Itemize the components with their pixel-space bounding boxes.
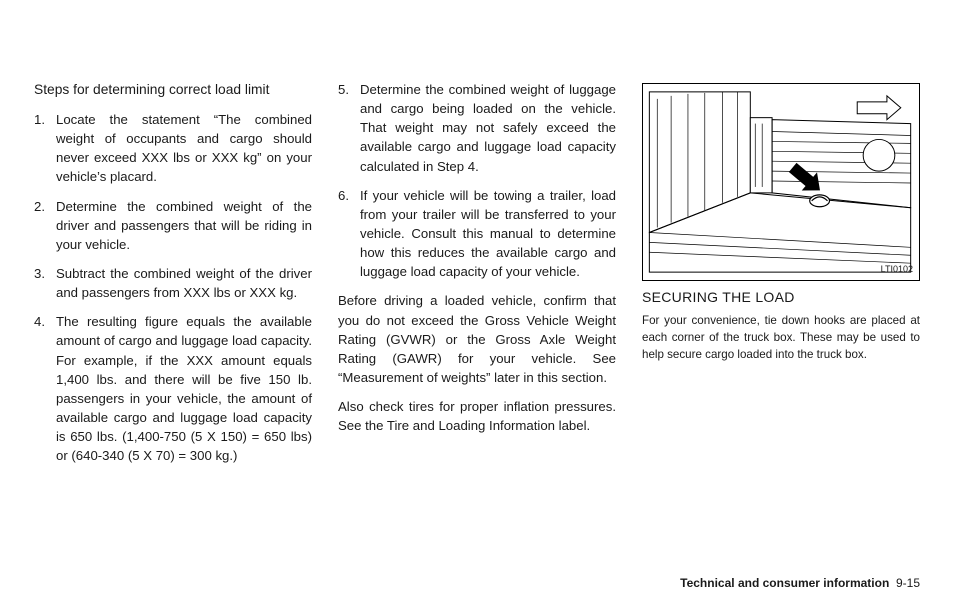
manual-page: Steps for determining correct load limit… bbox=[0, 0, 954, 608]
truck-bed-illustration-icon bbox=[643, 84, 919, 280]
footer-section-label: Technical and consumer information bbox=[680, 576, 889, 590]
step-text: If your vehicle will be towing a trailer… bbox=[360, 188, 616, 280]
securing-load-body: For your convenience, tie down hooks are… bbox=[642, 313, 920, 363]
column-2: 5.Determine the combined weight of lugga… bbox=[338, 80, 616, 475]
gvwr-paragraph: Before driving a loaded vehicle, confirm… bbox=[338, 291, 616, 387]
step-4: 4.The resulting figure equals the availa… bbox=[34, 312, 312, 465]
load-limit-heading: Steps for determining correct load limit bbox=[34, 80, 312, 100]
step-3: 3.Subtract the combined weight of the dr… bbox=[34, 264, 312, 302]
step-1: 1.Locate the statement “The combined wei… bbox=[34, 110, 312, 187]
tire-paragraph: Also check tires for proper inflation pr… bbox=[338, 397, 616, 435]
figure-label: LTI0102 bbox=[881, 263, 913, 276]
step-text: Determine the combined weight of luggage… bbox=[360, 82, 616, 174]
step-5: 5.Determine the combined weight of lugga… bbox=[338, 80, 616, 176]
step-text: Determine the combined weight of the dri… bbox=[56, 199, 312, 252]
footer-page-number: 9-15 bbox=[896, 576, 920, 590]
step-text: The resulting figure equals the availabl… bbox=[56, 314, 312, 463]
truck-bed-figure: LTI0102 bbox=[642, 83, 920, 281]
steps-list-2: 5.Determine the combined weight of lugga… bbox=[338, 80, 616, 281]
securing-load-heading: SECURING THE LOAD bbox=[642, 287, 920, 307]
step-text: Locate the statement “The combined weigh… bbox=[56, 112, 312, 184]
steps-list-1: 1.Locate the statement “The combined wei… bbox=[34, 110, 312, 465]
column-3: LTI0102 SECURING THE LOAD For your conve… bbox=[642, 80, 920, 475]
step-6: 6.If your vehicle will be towing a trail… bbox=[338, 186, 616, 282]
step-2: 2.Determine the combined weight of the d… bbox=[34, 197, 312, 254]
page-footer: Technical and consumer information 9-15 bbox=[680, 576, 920, 590]
column-1: Steps for determining correct load limit… bbox=[34, 80, 312, 475]
columns: Steps for determining correct load limit… bbox=[34, 80, 920, 475]
step-text: Subtract the combined weight of the driv… bbox=[56, 266, 312, 300]
